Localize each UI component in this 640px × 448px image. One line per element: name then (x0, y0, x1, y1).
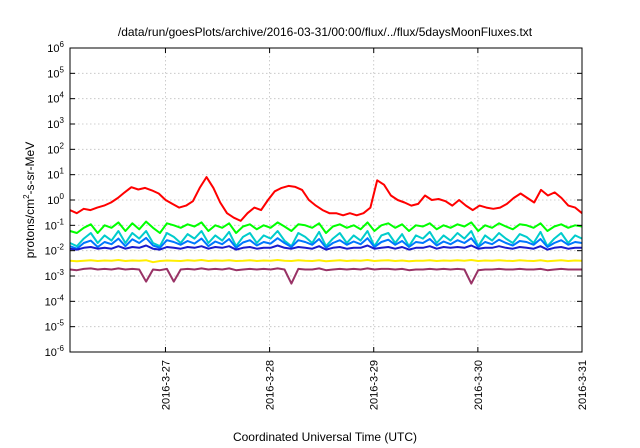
y-tick-label: 10-5 (45, 319, 65, 334)
series-line (69, 176, 583, 222)
y-tick-base: 10 (45, 246, 57, 258)
y-axis-label-suffix: -s-sr-MeV (23, 142, 37, 195)
y-tick-exponent: 0 (60, 192, 65, 201)
y-axis: 10-610-510-410-310-210-11001011021031041… (45, 40, 582, 359)
y-tick-base: 10 (45, 271, 57, 283)
y-tick-base: 10 (47, 144, 59, 156)
x-tick-label: 2016-3-30 (473, 360, 485, 410)
y-axis-label-exponent: 2 (22, 194, 31, 199)
x-axis: 2016-3-27 2016-3-28 2016-3-29 2016-3-30 2016… (160, 48, 589, 410)
series-layer (69, 176, 583, 285)
x-axis-label: Coordinated Universal Time (UTC) (233, 430, 417, 444)
y-tick-base: 10 (45, 220, 57, 232)
y-tick-base: 10 (47, 195, 59, 207)
y-tick-exponent: 1 (60, 167, 65, 176)
y-tick-label: 101 (47, 167, 64, 182)
y-tick-base: 10 (45, 347, 57, 359)
y-tick-exponent: -1 (57, 217, 65, 226)
series-line (69, 259, 583, 264)
y-tick-exponent: -3 (57, 268, 65, 277)
y-tick-label: 106 (47, 40, 64, 55)
y-tick-base: 10 (47, 119, 59, 131)
y-tick-label: 102 (47, 141, 64, 156)
x-tick-label: 2016-3-29 (369, 360, 381, 410)
y-tick-exponent: -6 (57, 344, 65, 353)
grid (70, 48, 582, 352)
y-tick-base: 10 (45, 296, 57, 308)
y-tick-label: 10-4 (45, 293, 65, 308)
y-tick-label: 100 (47, 192, 64, 207)
y-tick-exponent: 2 (60, 141, 65, 150)
chart-title: /data/run/goesPlots/archive/2016-03-31/0… (118, 25, 533, 39)
y-tick-exponent: -5 (57, 319, 65, 328)
y-tick-label: 10-3 (45, 268, 65, 283)
y-tick-exponent: -2 (57, 243, 65, 252)
y-tick-label: 105 (47, 65, 64, 80)
y-tick-label: 10-2 (45, 243, 65, 258)
y-tick-base: 10 (47, 43, 59, 55)
y-tick-exponent: -4 (57, 293, 65, 302)
y-axis-label-main: protons/cm (23, 199, 37, 258)
y-tick-base: 10 (47, 170, 59, 182)
series-line (69, 267, 582, 285)
y-tick-exponent: 6 (60, 40, 65, 49)
y-tick-exponent: 5 (60, 65, 65, 74)
y-tick-exponent: 4 (60, 91, 65, 100)
series-line (69, 220, 583, 234)
y-tick-label: 10-6 (45, 344, 65, 359)
y-tick-base: 10 (45, 322, 57, 334)
series-line (69, 244, 582, 251)
y-tick-label: 104 (47, 91, 64, 106)
y-tick-label: 103 (47, 116, 64, 131)
y-tick-base: 10 (47, 94, 59, 106)
y-axis-label: protons/cm2-s-sr-MeV (22, 142, 37, 258)
x-tick-label: 2016-3-27 (160, 360, 172, 410)
y-tick-exponent: 3 (60, 116, 65, 125)
y-tick-base: 10 (47, 68, 59, 80)
x-tick-label: 2016-3-28 (265, 360, 277, 410)
y-tick-label: 10-1 (45, 217, 65, 232)
series-line (69, 236, 583, 250)
x-tick-label: 2016-3-31 (577, 360, 589, 410)
